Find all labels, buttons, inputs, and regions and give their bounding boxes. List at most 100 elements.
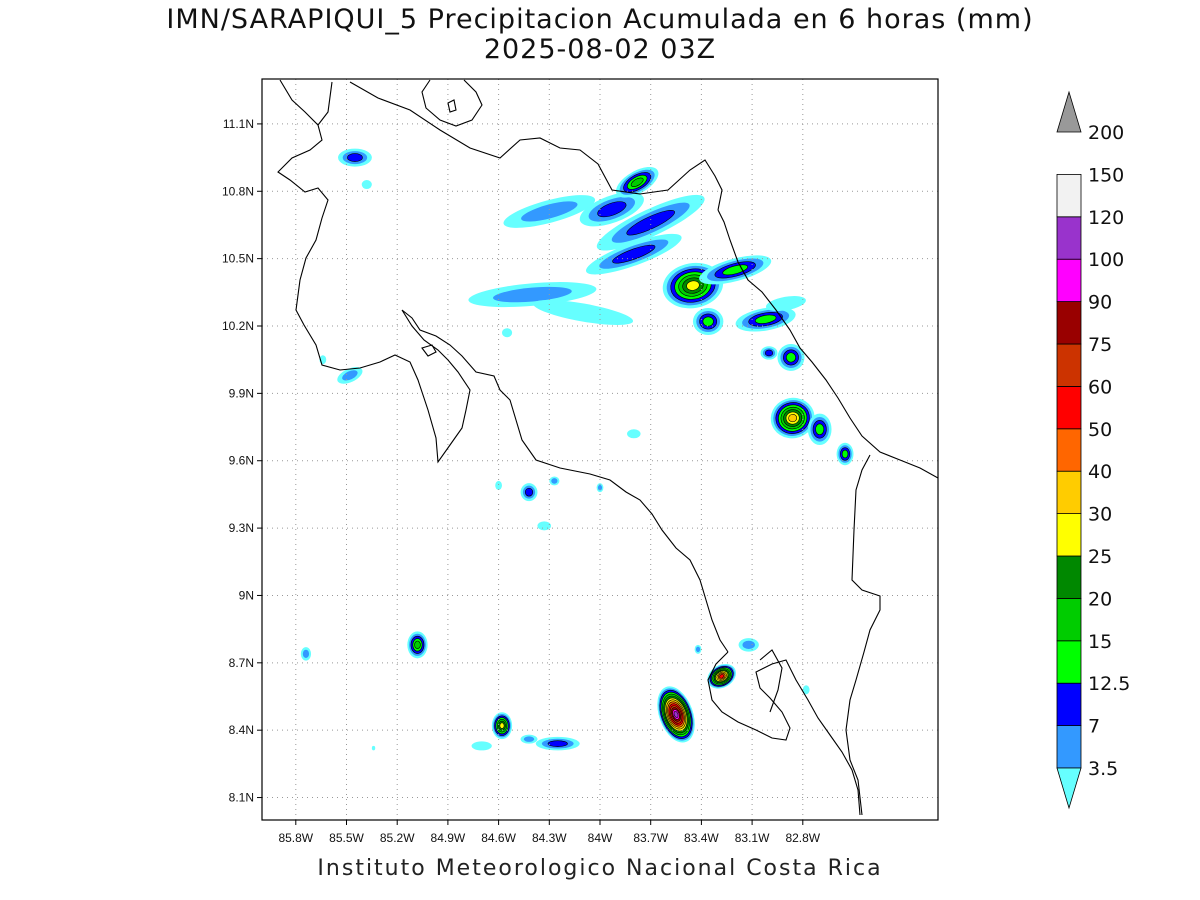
precip-contour — [754, 314, 777, 324]
precip-cell — [627, 429, 641, 439]
lon-tick-label: 84.9W — [431, 831, 466, 845]
panama-inland-border — [759, 649, 783, 713]
map-grid — [262, 79, 938, 820]
precip-contour — [815, 423, 825, 436]
colorbar-segment — [1056, 598, 1082, 642]
precip-cell — [802, 685, 810, 695]
colorbar: 3.5 7 12.5 15 20 25 30 40 50 60 75 90 100 120 150 200 — [1056, 90, 1130, 810]
colorbar-label: 200 — [1088, 122, 1124, 144]
precip-cell — [471, 741, 492, 751]
precip-cell — [495, 480, 502, 490]
colorbar-label: 25 — [1088, 546, 1112, 568]
colorbar-segment — [1056, 725, 1082, 769]
lake-island — [447, 99, 457, 113]
colorbar-label: 50 — [1088, 419, 1112, 441]
precip-cell — [501, 328, 513, 338]
precip-cell — [371, 745, 376, 751]
colorbar-label: 60 — [1088, 376, 1112, 398]
lat-tick-label: 9.3N — [229, 521, 254, 535]
precip-contour — [695, 646, 701, 653]
precip-contour — [499, 722, 505, 729]
lon-tick-label: 84.3W — [532, 831, 567, 845]
coastline-layer — [277, 79, 938, 816]
precip-contour — [524, 487, 534, 497]
precip-contour — [501, 328, 513, 338]
precip-contour — [361, 180, 372, 190]
lon-tick-label: 83.4W — [684, 831, 719, 845]
lon-tick-label: 84.6W — [481, 831, 516, 845]
precip-contour — [495, 480, 502, 490]
precip-cell — [337, 367, 363, 384]
colorbar-segment — [1056, 513, 1082, 557]
precip-contour — [302, 649, 310, 658]
precip-contour — [788, 413, 798, 423]
colorbar-label: 75 — [1088, 334, 1112, 356]
precip-contour — [414, 640, 421, 650]
lon-tick-label: 82.8W — [785, 831, 820, 845]
precip-cell — [520, 734, 538, 744]
colorbar-label: 100 — [1088, 249, 1124, 271]
lon-tick-label: 85.2W — [380, 831, 415, 845]
precip-contour — [627, 429, 641, 439]
nicaragua-border — [349, 81, 723, 211]
precip-cell — [657, 686, 695, 743]
lon-tick-label: 84W — [588, 831, 613, 845]
colorbar-segment — [1056, 428, 1082, 472]
precip-contour — [597, 201, 627, 218]
lat-tick-label: 10.8N — [222, 184, 254, 198]
precip-contour — [764, 349, 774, 357]
precip-contour — [523, 736, 535, 742]
precip-contour — [551, 478, 558, 484]
precip-contour — [493, 286, 572, 303]
colorbar-label: 7 — [1088, 716, 1100, 738]
precip-cell — [738, 638, 759, 652]
lon-tick-label: 83.7W — [633, 831, 668, 845]
precip-contour — [342, 370, 358, 381]
pacific-coast-guanacaste — [277, 124, 729, 653]
lat-tick-label: 8.4N — [229, 723, 254, 737]
precip-contour — [802, 685, 810, 695]
precip-contour — [630, 177, 644, 187]
precip-cell — [807, 413, 832, 446]
osa-peninsula-coast — [707, 651, 861, 816]
precip-cell — [491, 712, 513, 740]
lon-tick-label: 85.8W — [278, 831, 313, 845]
lat-tick-label: 10.2N — [222, 319, 254, 333]
colorbar-label: 20 — [1088, 588, 1112, 610]
precip-contour — [626, 210, 675, 236]
precip-cell — [535, 736, 580, 751]
precip-contour — [841, 449, 849, 459]
colorbar-segment — [1056, 343, 1082, 387]
colorbar-label: 3.5 — [1088, 758, 1118, 780]
precip-cell — [615, 166, 659, 198]
precip-cell — [300, 647, 312, 661]
precip-contour — [597, 484, 603, 491]
precip-cell — [596, 194, 705, 251]
precip-cell — [692, 308, 724, 335]
precip-contour — [347, 153, 363, 162]
colorbar-segment — [1056, 682, 1082, 727]
colorbar-segment — [1056, 385, 1082, 430]
lat-tick-label: 9.6N — [229, 454, 254, 468]
colorbar-label: 90 — [1088, 292, 1112, 314]
lat-tick-label: 8.1N — [229, 791, 254, 805]
caribbean-coast-north — [421, 79, 483, 127]
precip-cell — [707, 663, 736, 689]
colorbar-label: 40 — [1088, 461, 1112, 483]
colorbar-segment — [1056, 555, 1082, 599]
colorbar-label: 150 — [1088, 164, 1124, 186]
colorbar-lower-arrow — [1056, 767, 1082, 810]
colorbar-segment — [1056, 216, 1082, 260]
lat-tick-label: 11.1N — [223, 117, 254, 131]
lat-tick-label: 10.5N — [222, 252, 254, 266]
nicaragua-lake-shore — [279, 79, 333, 126]
footer-credit: Instituto Meteorologico Nacional Costa R… — [317, 856, 883, 881]
precip-cell — [549, 476, 560, 486]
colorbar-segment — [1056, 640, 1082, 684]
precip-contour — [673, 711, 679, 718]
lon-tick-label: 85.5W — [329, 831, 364, 845]
title-line-2: 2025-08-02 03Z — [483, 34, 717, 65]
precip-cell — [537, 521, 551, 531]
map-axes: 85.8W 85.5W 85.2W 84.9W 84.6W 84.3W 84W 83.7W 83… — [222, 117, 821, 845]
